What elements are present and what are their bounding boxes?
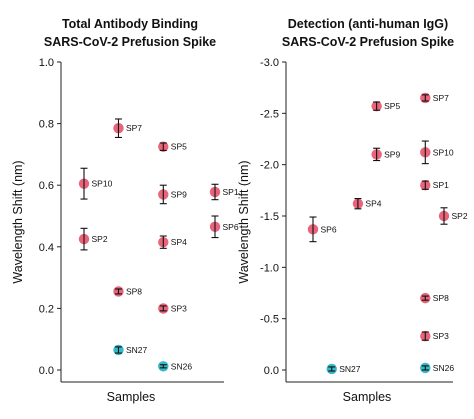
point-label: SN27 bbox=[339, 364, 361, 374]
y-tick-label: 0.2 bbox=[39, 303, 54, 315]
data-point-sp4: SP4 bbox=[158, 235, 187, 249]
data-point-sp10: SP10 bbox=[78, 167, 113, 200]
total-antibody-binding-panel: Total Antibody Binding SARS-CoV-2 Prefusi… bbox=[11, 17, 239, 404]
point-label: SP5 bbox=[384, 101, 400, 111]
y-axis-title: Wavelength Shift (nm) bbox=[11, 160, 25, 283]
y-tick-label: -2.0 bbox=[260, 160, 279, 172]
point-label: SP7 bbox=[433, 93, 449, 103]
data-point-sp5: SP5 bbox=[371, 100, 400, 112]
point-label: SP4 bbox=[365, 199, 381, 209]
point-label: SP5 bbox=[171, 142, 187, 152]
point-label: SP1 bbox=[433, 180, 449, 190]
point-label: SP6 bbox=[321, 224, 337, 234]
y-tick-label: -1.5 bbox=[260, 211, 279, 223]
data-point-sp8: SP8 bbox=[420, 292, 449, 304]
data-point-sn26: SN26 bbox=[420, 362, 455, 374]
data-point-sp1: SP1 bbox=[420, 180, 449, 191]
data-point-sp4: SP4 bbox=[352, 197, 382, 210]
y-tick-label: 0.0 bbox=[264, 365, 279, 377]
data-point-sp1: SP1 bbox=[209, 183, 239, 201]
data-point-sp6: SP6 bbox=[307, 216, 337, 243]
data-point-sp7: SP7 bbox=[420, 92, 449, 104]
data-point-sp2: SP2 bbox=[438, 207, 468, 225]
point-label: SP6 bbox=[223, 222, 239, 232]
point-label: SP7 bbox=[126, 123, 142, 133]
y-tick-label: 0.0 bbox=[39, 365, 54, 377]
point-label: SP10 bbox=[433, 147, 454, 157]
data-point-sp9: SP9 bbox=[371, 147, 400, 162]
point-label: SP8 bbox=[126, 286, 142, 296]
data-point-sp10: SP10 bbox=[420, 140, 454, 165]
point-label: SP2 bbox=[92, 234, 108, 244]
point-label: SN27 bbox=[126, 345, 148, 355]
chart-title-line: Total Antibody Binding bbox=[62, 17, 198, 31]
data-point-sp2: SP2 bbox=[78, 227, 108, 251]
data-point-sp8: SP8 bbox=[113, 286, 142, 297]
data-point-sp9: SP9 bbox=[158, 184, 187, 205]
x-axis-title: Samples bbox=[343, 390, 392, 404]
point-label: SP1 bbox=[223, 187, 239, 197]
data-point-sp3: SP3 bbox=[420, 330, 449, 342]
y-tick-label: 1.0 bbox=[39, 57, 54, 69]
data-point-sn27: SN27 bbox=[113, 344, 148, 356]
chart-title-line: SARS-CoV-2 Prefusion Spike bbox=[282, 35, 454, 49]
anti-human-igg-detection-panel: Detection (anti-human IgG) SARS-CoV-2 Pre… bbox=[237, 17, 468, 404]
y-tick-label: -3.0 bbox=[260, 57, 279, 69]
point-label: SP10 bbox=[92, 179, 113, 189]
y-tick-label: -0.5 bbox=[260, 314, 279, 326]
y-tick-label: -2.5 bbox=[260, 108, 279, 120]
x-axis-title: Samples bbox=[107, 390, 156, 404]
y-tick-label: 0.8 bbox=[39, 119, 54, 131]
y-axis-title: Wavelength Shift (nm) bbox=[237, 160, 251, 283]
point-label: SP8 bbox=[433, 293, 449, 303]
data-point-sn27: SN27 bbox=[326, 363, 361, 375]
data-point-sp6: SP6 bbox=[209, 215, 239, 239]
y-tick-label: 0.6 bbox=[39, 180, 54, 192]
point-label: SP9 bbox=[384, 149, 400, 159]
data-point-sp5: SP5 bbox=[158, 141, 187, 152]
data-point-sn26: SN26 bbox=[158, 361, 193, 372]
point-label: SN26 bbox=[171, 361, 193, 371]
y-tick-label: -1.0 bbox=[260, 262, 279, 274]
data-point-sp3: SP3 bbox=[158, 303, 187, 314]
point-label: SP4 bbox=[171, 237, 187, 247]
chart-title-line: Detection (anti-human IgG) bbox=[288, 17, 448, 31]
chart-title-line: SARS-CoV-2 Prefusion Spike bbox=[44, 35, 216, 49]
data-point-sp7: SP7 bbox=[113, 118, 142, 139]
point-label: SP3 bbox=[171, 303, 187, 313]
point-label: SP9 bbox=[171, 189, 187, 199]
y-tick-label: 0.4 bbox=[39, 242, 54, 254]
point-label: SN26 bbox=[433, 363, 455, 373]
point-label: SP3 bbox=[433, 331, 449, 341]
point-label: SP2 bbox=[452, 211, 468, 221]
